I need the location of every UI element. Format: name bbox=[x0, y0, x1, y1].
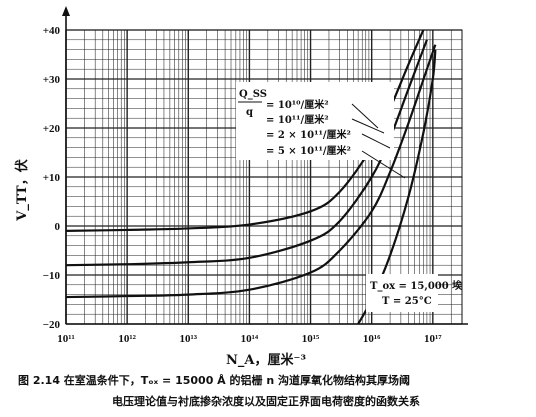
legend-entry-3: = 2 × 10¹¹/厘米² bbox=[266, 128, 351, 141]
x-tick-label: 10¹⁵ bbox=[302, 333, 320, 345]
conditions-box: T_ox = 15,000 埃 T = 25°C bbox=[366, 274, 463, 312]
y-axis-title: V_TT，伏 bbox=[14, 159, 30, 221]
condition-tox: T_ox = 15,000 埃 bbox=[370, 279, 463, 292]
x-tick-label: 10¹³ bbox=[179, 333, 197, 345]
qss-denominator: q bbox=[246, 107, 253, 118]
qss-symbol: Q_SS bbox=[239, 89, 267, 100]
x-tick-label: 10¹⁷ bbox=[424, 333, 442, 345]
legend-entry-4: = 5 × 10¹¹/厘米² bbox=[266, 144, 351, 157]
plot-frame bbox=[65, 29, 463, 325]
y-tick-label: +30 bbox=[43, 74, 61, 86]
leader-line-2 bbox=[351, 118, 385, 134]
y-tick-label: −10 bbox=[43, 270, 61, 282]
leader-line-3 bbox=[361, 133, 391, 149]
y-tick-label: +10 bbox=[43, 172, 61, 184]
y-axis-arrow bbox=[62, 6, 70, 16]
y-tick-label: −20 bbox=[43, 319, 61, 331]
x-tick-label: 10¹² bbox=[118, 333, 136, 345]
y-tick-label: +40 bbox=[43, 25, 61, 37]
leader-line-4 bbox=[361, 150, 406, 179]
condition-temp: T = 25°C bbox=[382, 296, 432, 307]
tick-labels: −20 −10 0 +10 +20 +30 +40 10¹¹ 10¹² 10¹³ 10¹⁴ 10¹⁵ 1… bbox=[43, 25, 443, 345]
series-line-2 bbox=[65, 39, 428, 267]
legend-entry-2: = 10¹¹/厘米² bbox=[266, 113, 329, 126]
axes bbox=[62, 6, 468, 325]
y-tick-label: +20 bbox=[43, 123, 61, 135]
x-tick-label: 10¹⁴ bbox=[241, 333, 259, 345]
x-axis-title: N_A，厘米⁻³ bbox=[226, 352, 306, 368]
x-tick-label: 10¹¹ bbox=[57, 333, 75, 345]
legend-entry-1: = 10¹⁰/厘米² bbox=[266, 98, 329, 111]
y-tick-label: 0 bbox=[55, 221, 61, 233]
figure-caption-line-1: 图 2.14 在室温条件下，Tₒₓ = 15000 Å 的铝栅 n 沟道厚氧化物… bbox=[18, 374, 411, 387]
series-line-1 bbox=[65, 29, 425, 232]
x-tick-label: 10¹⁶ bbox=[363, 333, 381, 345]
legend-annotation: Q_SS q = 10¹⁰/厘米² = 10¹¹/厘米² = 2 × 10¹¹/… bbox=[236, 82, 406, 179]
figure-caption-line-2: 电压理论值与衬底掺杂浓度以及固定正界面电荷密度的函数关系 bbox=[112, 395, 420, 408]
leader-line-1 bbox=[351, 103, 379, 129]
series-line-3 bbox=[65, 44, 437, 299]
